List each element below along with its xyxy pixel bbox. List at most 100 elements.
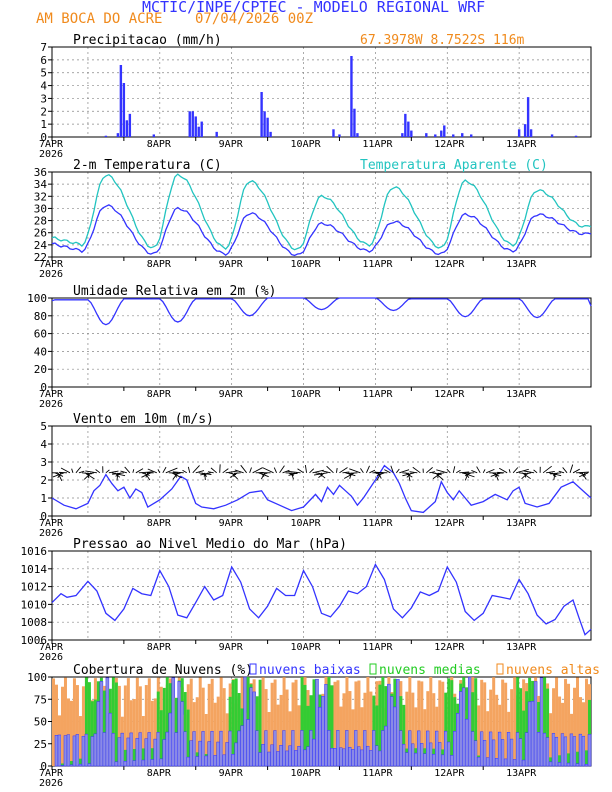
cloud-low-bar bbox=[572, 736, 577, 767]
cloud-low-bar bbox=[438, 742, 442, 767]
wind-arrow bbox=[516, 468, 529, 474]
wind-arrow bbox=[141, 472, 152, 478]
cloud-high-bar bbox=[408, 677, 412, 766]
cloud-low-bar bbox=[183, 731, 187, 767]
wind-arrow bbox=[86, 472, 95, 476]
cloud-high-bar bbox=[81, 686, 85, 766]
wind-arrow bbox=[288, 472, 298, 476]
cloud-low-bar bbox=[369, 750, 373, 767]
cloud-low-bar bbox=[357, 746, 361, 767]
temp-xtick-label: 13APR bbox=[506, 259, 537, 270]
cloud-mid-bar bbox=[546, 688, 550, 766]
precip-bar bbox=[523, 124, 527, 137]
wind-arrow bbox=[579, 472, 589, 478]
cloud-mid-bar bbox=[234, 678, 238, 766]
cloud-low-bar bbox=[225, 742, 229, 767]
cloud-low-bar bbox=[453, 731, 457, 767]
cloud-high-bar bbox=[216, 696, 220, 766]
cloud-high-bar bbox=[270, 682, 274, 766]
cloud-low-bar bbox=[207, 741, 211, 767]
wind-arrow bbox=[533, 469, 538, 474]
wind-arrow bbox=[231, 472, 238, 480]
cloud-high-bar bbox=[123, 685, 127, 766]
cloud-high-bar bbox=[222, 688, 226, 766]
wind-arrow bbox=[52, 472, 65, 478]
pressure-xtick-label: 13APR bbox=[506, 642, 537, 653]
cloud-low-bar bbox=[384, 725, 388, 767]
cloud-low-bar bbox=[363, 730, 367, 767]
cloud-mid-bar bbox=[174, 697, 178, 766]
temp-title: 2-m Temperatura (C) bbox=[73, 158, 222, 173]
wind-speed-line bbox=[51, 464, 592, 514]
run-time-label: 07/04/2026 00Z bbox=[195, 11, 314, 27]
cloud-low-bar bbox=[177, 681, 182, 767]
cloud-low-bar bbox=[273, 730, 277, 767]
cloud-mid-bar bbox=[258, 679, 262, 766]
cloud-high-bar bbox=[354, 681, 358, 766]
cloud-low-bar bbox=[306, 746, 310, 767]
cloud-low-bar bbox=[569, 733, 574, 767]
cloud-high-bar bbox=[480, 679, 484, 766]
cloud-low-bar bbox=[408, 730, 412, 767]
cloud-low-bar bbox=[530, 701, 535, 767]
cloud-low-bar bbox=[566, 762, 571, 767]
cloud-mid-bar bbox=[84, 677, 88, 766]
cloud-low-bar bbox=[554, 736, 559, 767]
cloud-high-bar bbox=[225, 713, 229, 766]
wind-arrow bbox=[446, 468, 451, 474]
cloud-low-bar bbox=[450, 755, 454, 767]
cloud-high-bar bbox=[429, 677, 433, 766]
cloud-high-bar bbox=[405, 691, 409, 766]
wind-arrow bbox=[581, 472, 587, 480]
cloud-low-bar bbox=[117, 737, 122, 767]
wind-arrow bbox=[60, 467, 71, 474]
temp-ytick-label: 24 bbox=[34, 239, 48, 252]
location-label: AM BOCA DO ACRE bbox=[36, 11, 163, 27]
cloud-low-bar bbox=[414, 752, 418, 767]
clouds-ytick-label: 25 bbox=[34, 738, 47, 751]
cloud-low-bar bbox=[396, 679, 400, 767]
precip-xtick-label: 8APR bbox=[147, 139, 172, 150]
wind-panel: 0 1 2 3 4 5 7APR 8APR 9APR 10APR 11APR 12APR 13APR 20… bbox=[39, 412, 592, 539]
wind-arrow bbox=[426, 467, 433, 474]
cloud-low-bar bbox=[333, 748, 337, 767]
cloud-low-bar bbox=[264, 730, 268, 767]
cloud-low-bar bbox=[57, 734, 62, 767]
wind-arrow bbox=[200, 472, 211, 476]
precip-xtick-label: 9APR bbox=[219, 139, 244, 150]
temp-apparent-title: Temperatura Aparente (C) bbox=[360, 158, 548, 173]
precip-bar bbox=[266, 117, 269, 137]
cloud-low-bar bbox=[270, 744, 274, 767]
wind-arrow bbox=[187, 466, 191, 473]
cloud-low-bar bbox=[249, 687, 253, 767]
pressure-xtick-label: 7APR bbox=[39, 642, 64, 653]
cloud-low-bar bbox=[300, 730, 304, 767]
cloud-high-bar bbox=[297, 705, 301, 766]
clouds-ytick-label: 100 bbox=[27, 671, 47, 684]
cloud-high-bar bbox=[567, 683, 571, 766]
temp-ytick-label: 34 bbox=[34, 178, 48, 191]
wind-arrow bbox=[282, 469, 290, 474]
temp-ytick-label: 22 bbox=[34, 251, 47, 264]
rh-ytick-label: 40 bbox=[34, 345, 47, 358]
cloud-low-bar bbox=[291, 730, 295, 767]
cloud-low-bar bbox=[372, 730, 376, 767]
precip-bar bbox=[188, 111, 191, 137]
cloud-high-bar bbox=[501, 679, 505, 766]
cloud-high-bar bbox=[351, 709, 355, 766]
cloud-low-bar bbox=[578, 733, 583, 767]
wind-arrow bbox=[402, 472, 415, 477]
cloud-high-bar bbox=[348, 691, 352, 766]
cloud-low-bar bbox=[479, 731, 484, 767]
cloud-low-bar bbox=[575, 763, 580, 767]
wind-arrow bbox=[84, 472, 95, 480]
cloud-high-bar bbox=[213, 702, 217, 766]
cloud-mid-bar bbox=[330, 685, 334, 766]
cloud-low-bar bbox=[521, 759, 526, 767]
clouds-ytick-label: 75 bbox=[34, 693, 47, 706]
cloud-low-bar bbox=[81, 735, 86, 767]
cloud-low-bar bbox=[276, 751, 280, 767]
clouds-xtick-label: 9APR bbox=[219, 768, 244, 779]
wind-arrow bbox=[165, 467, 178, 474]
wind-arrow bbox=[436, 469, 448, 474]
